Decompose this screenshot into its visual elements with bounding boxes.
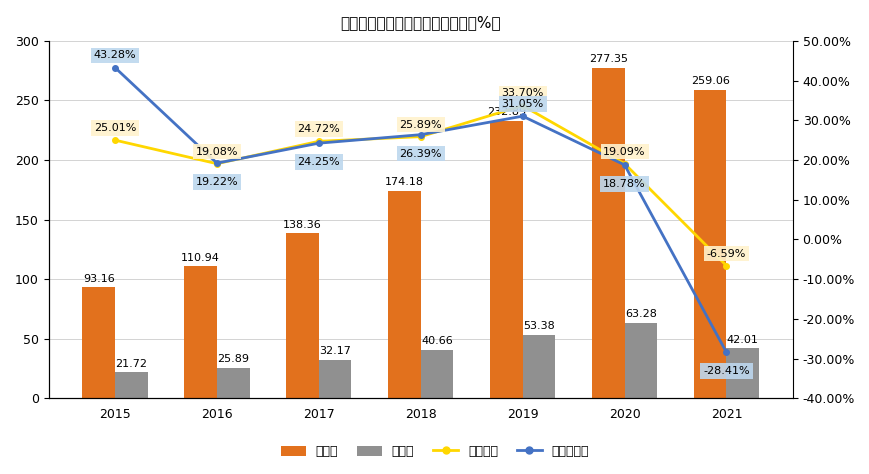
净利润速率 [415,132,426,137]
Line: 净利润速率: 净利润速率 [112,65,728,355]
Text: 259.06: 259.06 [690,76,729,86]
Text: 33.70%: 33.70% [501,89,543,99]
Text: 24.25%: 24.25% [297,157,340,167]
Text: 43.28%: 43.28% [94,50,136,60]
Bar [115,373,148,398]
Text: 25.89: 25.89 [217,354,249,364]
Bar [726,348,758,398]
Title: 恒瑞近七年整体业绩表现（亿元，%）: 恒瑞近七年整体业绩表现（亿元，%） [340,15,501,30]
营收速率 [517,103,527,109]
营收速率 [313,138,323,144]
Text: -6.59%: -6.59% [706,248,746,258]
Text: 42.01: 42.01 [726,335,758,345]
Text: 21.72: 21.72 [116,359,147,369]
Bar [318,360,351,398]
Text: 25.01%: 25.01% [94,123,136,133]
Bar [624,323,656,398]
Text: 19.08%: 19.08% [196,146,238,156]
Text: 18.78%: 18.78% [602,179,645,189]
Bar [83,287,115,398]
Bar [489,121,522,398]
Bar [421,350,453,398]
Bar [216,367,249,398]
Text: 26.39%: 26.39% [399,148,441,159]
营收速率 [415,134,426,139]
Bar [388,191,421,398]
Text: 174.18: 174.18 [384,177,423,187]
Text: 25.89%: 25.89% [399,119,441,129]
Text: 31.05%: 31.05% [501,99,543,109]
净利润速率 [109,65,120,71]
Text: -28.41%: -28.41% [702,366,749,376]
Text: 53.38: 53.38 [522,321,554,331]
Text: 138.36: 138.36 [282,220,322,230]
Line: 营收速率: 营收速率 [112,103,728,268]
净利润速率 [211,160,222,166]
营收速率 [211,161,222,166]
Text: 93.16: 93.16 [83,274,115,284]
Bar [286,234,318,398]
Text: 32.17: 32.17 [319,346,351,356]
净利润速率 [313,140,323,146]
Text: 19.09%: 19.09% [602,146,645,156]
营收速率 [109,137,120,143]
Bar [693,90,726,398]
净利润速率 [720,349,731,355]
Legend: 总营收, 净利润, 营收速率, 净利润速率: 总营收, 净利润, 营收速率, 净利润速率 [275,440,594,463]
Text: 24.72%: 24.72% [297,124,340,134]
Text: 63.28: 63.28 [624,310,656,319]
Text: 232.89: 232.89 [487,107,525,117]
营收速率 [619,161,629,166]
净利润速率 [517,113,527,119]
Text: 110.94: 110.94 [181,253,220,263]
营收速率 [720,263,731,268]
Text: 277.35: 277.35 [588,55,627,64]
Bar [184,266,216,398]
Text: 19.22%: 19.22% [196,177,238,187]
Bar [522,335,554,398]
净利润速率 [619,162,629,168]
Bar [591,68,624,398]
Text: 40.66: 40.66 [421,337,453,346]
